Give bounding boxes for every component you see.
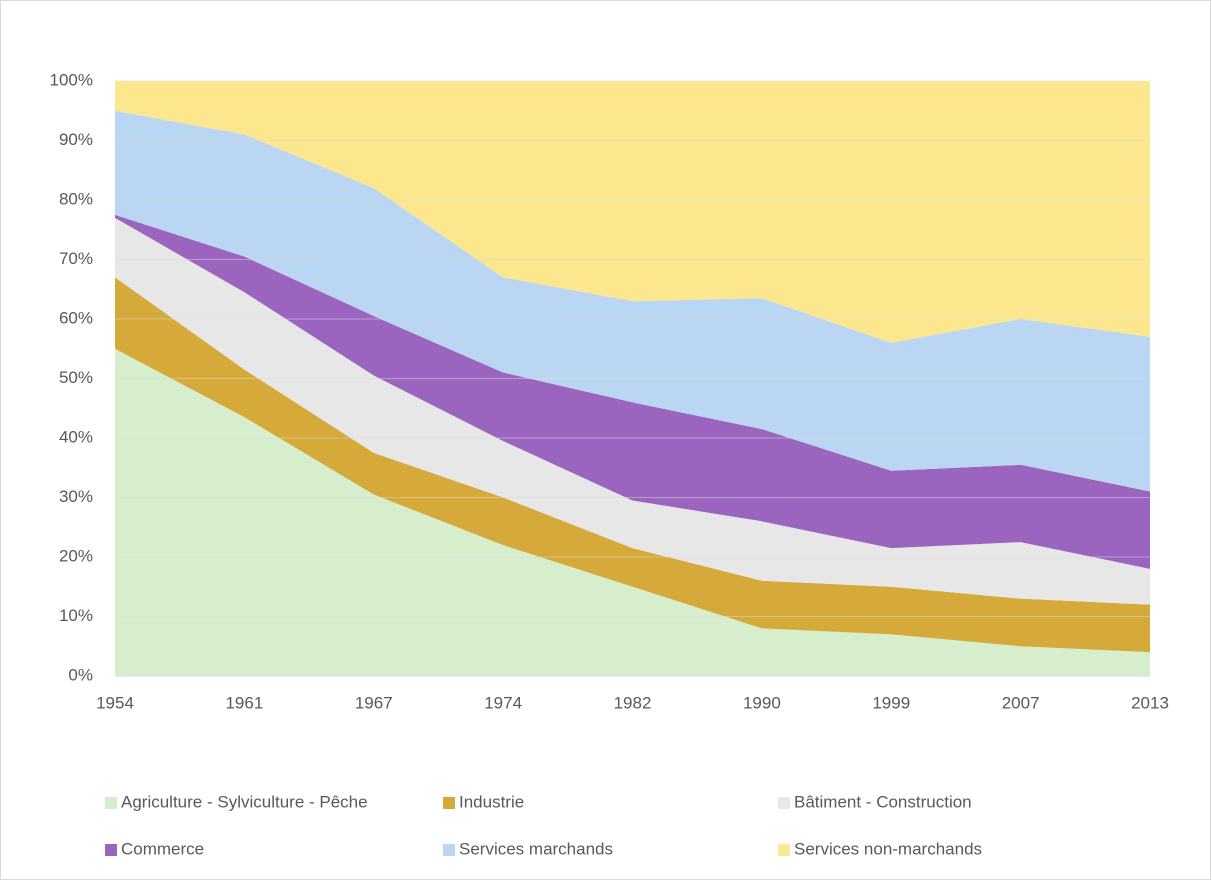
x-tick-label: 1999	[872, 693, 910, 712]
legend-label: Bâtiment - Construction	[794, 792, 972, 811]
area	[115, 277, 1150, 653]
legend-swatch	[443, 844, 455, 856]
area	[115, 217, 1150, 605]
y-tick-label: 80%	[59, 189, 93, 208]
y-tick-label: 20%	[59, 546, 93, 565]
y-tick-label: 70%	[59, 249, 93, 268]
x-tick-label: 2007	[1002, 693, 1040, 712]
y-tick-label: 60%	[59, 308, 93, 327]
y-tick-label: 10%	[59, 606, 93, 625]
legend-swatch	[778, 797, 790, 809]
legend-swatch	[443, 797, 455, 809]
legend-swatch	[105, 844, 117, 856]
y-tick-label: 0%	[68, 665, 93, 684]
x-tick-label: 1954	[96, 693, 134, 712]
legend-label: Industrie	[459, 792, 524, 811]
legend-label: Services marchands	[459, 839, 613, 858]
x-tick-label: 1974	[484, 693, 522, 712]
legend-label: Services non-marchands	[794, 839, 982, 858]
y-tick-label: 50%	[59, 368, 93, 387]
legend-label: Commerce	[121, 839, 204, 858]
x-tick-label: 1982	[614, 693, 652, 712]
x-tick-label: 1990	[743, 693, 781, 712]
y-tick-label: 90%	[59, 130, 93, 149]
y-tick-label: 100%	[50, 70, 93, 89]
y-tick-label: 30%	[59, 487, 93, 506]
x-tick-label: 1961	[225, 693, 263, 712]
area	[115, 348, 1150, 676]
legend-swatch	[778, 844, 790, 856]
x-tick-label: 2013	[1131, 693, 1169, 712]
area	[115, 214, 1150, 569]
legend-label: Agriculture - Sylviculture - Pêche	[121, 792, 368, 811]
x-tick-label: 1967	[355, 693, 393, 712]
y-tick-label: 40%	[59, 427, 93, 446]
area	[115, 81, 1150, 343]
legend-swatch	[105, 797, 117, 809]
